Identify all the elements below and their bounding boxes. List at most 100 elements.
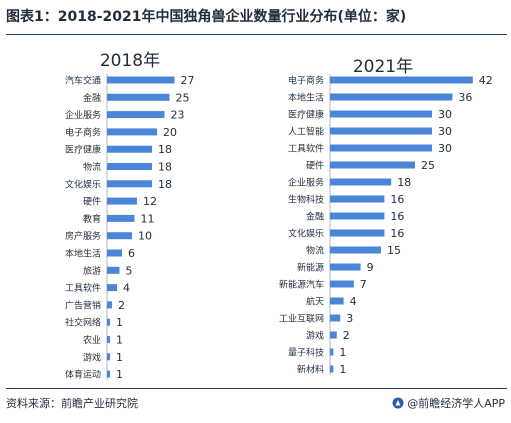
- footer-divider: [6, 388, 507, 389]
- category-label: 文化娱乐: [65, 178, 101, 190]
- category-label: 广告营销: [65, 299, 101, 311]
- bar: [330, 161, 415, 169]
- value-label: 1: [116, 368, 123, 381]
- category-label: 医疗健康: [288, 109, 324, 121]
- category-label: 电子商务: [65, 126, 101, 138]
- category-label: 新能源: [297, 262, 324, 274]
- bar: [330, 331, 337, 339]
- value-label: 18: [397, 176, 411, 189]
- value-label: 5: [126, 264, 133, 277]
- value-label: 18: [158, 143, 172, 156]
- bar: [330, 263, 361, 271]
- value-label: 6: [128, 247, 135, 260]
- value-label: 16: [390, 210, 404, 223]
- value-label: 1: [116, 316, 123, 329]
- category-label: 物流: [306, 245, 324, 257]
- bar: [330, 314, 341, 322]
- value-label: 1: [116, 351, 123, 364]
- value-label: 15: [387, 244, 401, 257]
- category-label: 文化娱乐: [288, 228, 324, 240]
- category-label: 金融: [83, 92, 101, 104]
- bar: [330, 297, 344, 305]
- bar: [330, 246, 381, 254]
- bar: [330, 76, 473, 84]
- panel-title-0: 2018年: [100, 51, 160, 71]
- category-label: 旅游: [83, 265, 101, 277]
- bar: [107, 197, 137, 205]
- bar: [107, 266, 120, 274]
- value-label: 4: [123, 282, 130, 295]
- value-label: 12: [143, 195, 157, 208]
- bar: [107, 145, 152, 153]
- category-label: 航天: [306, 296, 324, 308]
- bar: [107, 284, 117, 292]
- category-label: 工业互联网: [279, 314, 324, 325]
- bar: [107, 318, 110, 326]
- source-note: 资料来源：前瞻产业研究院: [6, 397, 138, 410]
- bar: [107, 128, 157, 136]
- category-label: 物流: [83, 161, 101, 173]
- value-label: 27: [181, 74, 195, 87]
- value-label: 3: [346, 312, 353, 325]
- brand-label: @前瞻经济学人APP: [407, 397, 505, 410]
- category-label: 本地生活: [288, 92, 324, 104]
- bar: [107, 214, 135, 222]
- panel-title-1: 2021年: [353, 57, 413, 77]
- category-label: 量子科技: [288, 347, 324, 359]
- category-label: 游戏: [83, 351, 101, 363]
- value-label: 18: [158, 161, 172, 174]
- bar: [107, 353, 110, 361]
- value-label: 25: [421, 159, 435, 172]
- value-label: 7: [360, 278, 367, 291]
- bar: [107, 76, 175, 84]
- category-label: 游戏: [306, 330, 324, 342]
- value-label: 30: [438, 108, 452, 121]
- value-label: 42: [479, 74, 493, 87]
- value-label: 20: [163, 126, 177, 139]
- bar: [107, 232, 132, 240]
- value-label: 9: [367, 261, 374, 274]
- category-label: 硬件: [306, 160, 324, 172]
- bar: [330, 178, 392, 186]
- category-label: 本地生活: [65, 248, 101, 260]
- value-label: 2: [343, 329, 350, 342]
- bar: [330, 212, 385, 220]
- category-label: 汽车交通: [65, 75, 101, 87]
- bar: [107, 93, 170, 101]
- bar: [107, 163, 152, 170]
- category-label: 企业服务: [288, 177, 324, 189]
- value-label: 11: [141, 212, 155, 225]
- bar: [330, 229, 385, 237]
- bar: [330, 280, 354, 288]
- category-label: 生物科技: [288, 194, 324, 206]
- value-label: 16: [390, 193, 404, 206]
- bar: [330, 110, 432, 118]
- category-label: 医疗健康: [65, 144, 101, 156]
- bar: [107, 249, 122, 257]
- category-label: 硬件: [83, 196, 101, 208]
- bar: [107, 111, 165, 119]
- category-label: 农业: [83, 334, 101, 346]
- bar: [107, 301, 112, 309]
- value-label: 4: [350, 295, 357, 308]
- category-label: 社交网络: [65, 317, 101, 329]
- brand-logo-icon: [392, 397, 404, 409]
- category-label: 电子商务: [288, 75, 324, 87]
- bar: [330, 365, 334, 373]
- value-label: 1: [339, 363, 346, 376]
- category-label: 金融: [306, 211, 324, 223]
- value-label: 16: [390, 227, 404, 240]
- category-label: 新能源汽车: [279, 279, 324, 291]
- category-label: 体育运动: [65, 369, 101, 381]
- bar: [330, 348, 334, 356]
- value-label: 25: [176, 91, 190, 104]
- category-label: 房产服务: [65, 230, 101, 242]
- value-label: 30: [438, 142, 452, 155]
- bar: [107, 180, 152, 188]
- value-label: 36: [458, 91, 472, 104]
- value-label: 10: [138, 230, 152, 243]
- bar: [330, 195, 385, 203]
- title-divider: [6, 34, 507, 35]
- category-label: 工具软件: [288, 143, 324, 155]
